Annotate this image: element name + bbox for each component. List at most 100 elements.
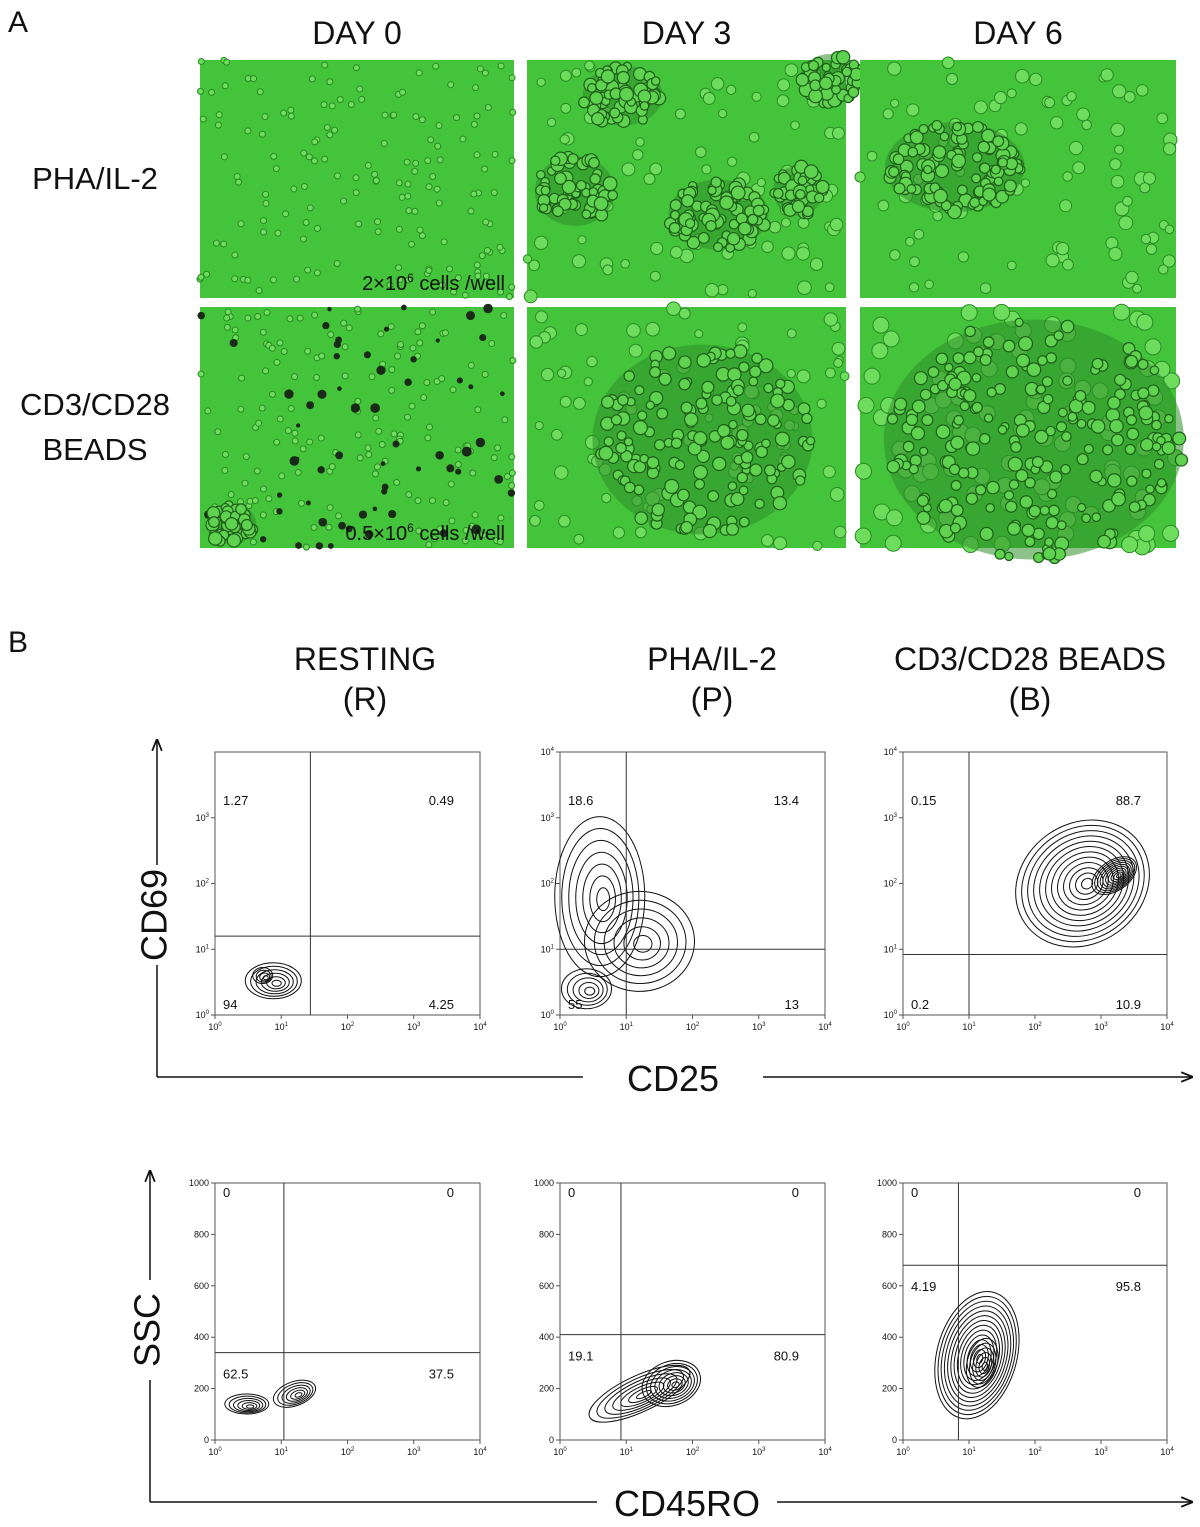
tick-exp: 3 <box>206 813 210 819</box>
cell <box>340 197 348 205</box>
cluster-cell <box>1039 505 1050 516</box>
contour <box>937 1295 1017 1416</box>
bead <box>455 468 462 475</box>
cell <box>1139 182 1151 194</box>
cell <box>259 217 267 225</box>
tick-exp: 2 <box>551 879 555 885</box>
cell <box>336 96 344 104</box>
cell <box>326 78 334 86</box>
cell <box>320 101 328 109</box>
cluster-cell <box>949 522 961 534</box>
cell <box>471 511 479 519</box>
cell <box>415 69 423 77</box>
cell <box>1158 264 1169 275</box>
tick-exp: 3 <box>417 1022 421 1028</box>
cluster-cell <box>1114 388 1126 401</box>
contour <box>1015 819 1150 948</box>
cell <box>223 323 231 331</box>
tick-exp: 1 <box>972 1022 976 1028</box>
bead <box>229 338 238 348</box>
label: (R) <box>343 681 387 717</box>
tick-base: 10 <box>884 944 894 954</box>
cell <box>203 270 211 278</box>
cluster-cell <box>1110 433 1124 447</box>
label: CD3/CD28 BEADS <box>894 641 1166 677</box>
cluster-cell <box>1145 484 1155 494</box>
tick-exp: 0 <box>906 1447 910 1453</box>
bead <box>388 510 397 519</box>
cell <box>353 305 361 313</box>
cell <box>612 526 626 539</box>
contour <box>1096 860 1134 892</box>
cell <box>408 402 416 410</box>
cell <box>446 265 454 273</box>
cell <box>390 111 398 119</box>
label: (B) <box>1009 681 1052 717</box>
cell <box>387 323 395 331</box>
tick-base: 10 <box>884 879 894 889</box>
contour <box>1115 873 1122 879</box>
cell <box>299 235 307 243</box>
cluster-cell <box>1018 336 1034 352</box>
cell <box>408 240 416 248</box>
cluster-cell <box>649 366 661 379</box>
bead <box>335 336 343 344</box>
cluster-cell <box>797 402 811 416</box>
cluster-cell <box>952 352 965 365</box>
cell <box>224 308 232 316</box>
cluster-cell <box>678 355 692 370</box>
cell <box>433 185 441 193</box>
cell <box>890 98 900 108</box>
cell <box>979 282 992 295</box>
contour <box>1110 869 1125 882</box>
contour <box>975 1352 993 1378</box>
label: 80.9 <box>774 1349 799 1364</box>
cell <box>404 192 412 200</box>
cell <box>833 358 844 368</box>
tick-label: 100 <box>896 1022 910 1032</box>
cell <box>906 103 920 117</box>
cluster-cell <box>747 213 759 226</box>
cluster-cell <box>607 189 618 201</box>
cluster-cell <box>815 179 830 194</box>
cluster-cell <box>737 221 752 236</box>
cell <box>328 102 336 110</box>
micrograph <box>854 303 1189 565</box>
cluster-cell <box>1076 418 1087 429</box>
cell <box>244 314 252 322</box>
tick-exp: 2 <box>206 879 210 885</box>
cell <box>1068 140 1084 156</box>
cell <box>321 61 329 69</box>
cell <box>273 438 281 446</box>
cluster-cell <box>916 494 929 507</box>
cell <box>372 414 380 422</box>
tick-label: 100 <box>553 1447 567 1457</box>
tick-label: 103 <box>1094 1447 1108 1457</box>
tick-label: 1000 <box>189 1178 209 1188</box>
cell <box>373 218 381 226</box>
cluster-cell <box>950 435 965 450</box>
cluster-cell <box>674 459 686 471</box>
contour <box>572 977 604 1003</box>
contour <box>277 1382 314 1406</box>
cluster-cell <box>1107 396 1121 410</box>
cell <box>231 326 239 334</box>
axis-label-bg <box>128 1282 172 1378</box>
cluster-cell <box>1062 375 1073 386</box>
cluster-cell <box>1097 534 1112 549</box>
cell <box>1044 96 1056 109</box>
cell <box>882 330 900 348</box>
cluster-cell <box>921 413 934 427</box>
cluster-cell <box>615 442 627 454</box>
cluster-cell <box>683 412 699 427</box>
cluster-cell <box>835 50 851 65</box>
tick-exp: 3 <box>1104 1022 1108 1028</box>
cell <box>364 161 372 169</box>
tick-label: 0 <box>892 1435 897 1445</box>
cluster-cell <box>633 484 645 496</box>
cell <box>425 267 433 275</box>
contour <box>1051 851 1119 916</box>
label: 0.49 <box>429 793 454 808</box>
contour <box>241 1402 258 1410</box>
cluster-cell <box>948 463 961 476</box>
